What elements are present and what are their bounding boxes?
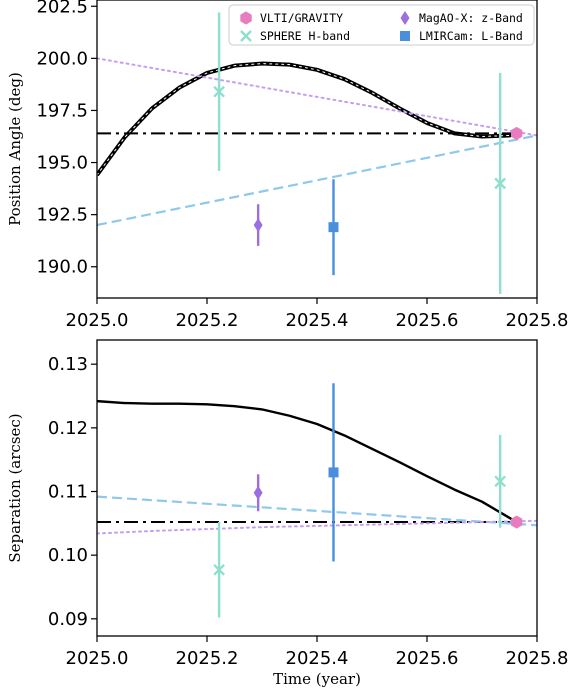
sphere-h-band-marker-1-stroke-b bbox=[494, 475, 506, 488]
x-tick-label: 2025.0 bbox=[66, 310, 129, 331]
solid-line-0 bbox=[97, 399, 518, 524]
x-tick-label: 2025.0 bbox=[66, 648, 129, 669]
x-tick-label: 2025.8 bbox=[506, 648, 569, 669]
vlti-gravity-marker-0 bbox=[511, 515, 523, 529]
plot-area bbox=[97, 383, 537, 618]
sphere-h-band-marker-0-stroke-b bbox=[213, 85, 225, 98]
x-tick-label: 2025.6 bbox=[396, 310, 459, 331]
x-tick-label: 2025.4 bbox=[286, 648, 349, 669]
y-tick-label: 202.5 bbox=[36, 0, 88, 17]
sphere-h-band-marker-0-stroke-b bbox=[213, 563, 225, 576]
dashed-line-2 bbox=[97, 495, 537, 527]
y-tick-label: 200.0 bbox=[36, 48, 88, 69]
lmircam-l-band-marker-0 bbox=[328, 222, 339, 233]
plot-area bbox=[97, 12, 537, 294]
y-tick-label: 0.12 bbox=[48, 418, 88, 439]
legend-frame bbox=[228, 4, 535, 46]
y-axis-label: Position Angle (deg) bbox=[6, 72, 24, 226]
legend-sphere-h-band-marker-stroke-b bbox=[240, 30, 252, 42]
legend-sphere-h-band-marker bbox=[240, 30, 252, 42]
legend-lmircam-l-band-marker bbox=[400, 31, 410, 41]
legend-vlti-gravity-marker bbox=[240, 11, 252, 25]
dotted-line-4 bbox=[97, 57, 537, 137]
x-axis-label: Time (year) bbox=[273, 670, 361, 688]
x-tick-label: 2025.8 bbox=[506, 310, 569, 331]
lmircam-l-band-marker-0 bbox=[328, 467, 339, 478]
x-tick-label: 2025.2 bbox=[176, 310, 239, 331]
legend-magao-x-z-band-marker bbox=[400, 11, 410, 25]
y-tick-label: 192.5 bbox=[36, 205, 88, 226]
magao-x-z-band-marker-0 bbox=[253, 485, 263, 500]
sphere-h-band-marker-1 bbox=[494, 475, 506, 488]
legend-magao-x-z-band-label: MagAO-X: z-Band bbox=[419, 11, 523, 25]
y-tick-label: 0.10 bbox=[48, 545, 88, 566]
magao-x-z-band-marker-0 bbox=[253, 218, 263, 233]
y-axis-label: Separation (arcsec) bbox=[6, 413, 24, 562]
y-tick-label: 0.13 bbox=[48, 354, 88, 375]
dotted-line-1 bbox=[97, 63, 518, 176]
separation-panel: 2025.0 2025.2 2025.4 2025.6 2025.8 0.09 0.10 0.… bbox=[6, 339, 569, 688]
sphere-h-band-marker-0 bbox=[213, 85, 225, 98]
legend-lmircam-l-band-label: LMIRCam: L-Band bbox=[419, 29, 523, 43]
legend-vlti-gravity-label: VLTI/GRAVITY bbox=[260, 11, 343, 25]
y-tick-label: 195.0 bbox=[36, 153, 88, 174]
dotted-line-3 bbox=[97, 519, 537, 535]
sphere-h-band-marker-1 bbox=[494, 177, 506, 190]
x-tick-label: 2025.2 bbox=[176, 648, 239, 669]
vlti-gravity-marker-0 bbox=[511, 126, 523, 140]
x-tick-label: 2025.4 bbox=[286, 310, 349, 331]
legend: VLTI/GRAVITY SPHERE H-band MagAO-X: z-Band… bbox=[228, 4, 535, 46]
dashed-line-3 bbox=[97, 134, 537, 227]
legend-sphere-h-band-label: SPHERE H-band bbox=[260, 29, 350, 43]
sphere-h-band-marker-1-stroke-b bbox=[494, 177, 506, 190]
y-tick-label: 0.11 bbox=[48, 482, 88, 503]
axes-frame bbox=[96, 339, 538, 637]
y-tick-label: 197.5 bbox=[36, 100, 88, 121]
y-tick-label: 0.09 bbox=[48, 609, 88, 630]
y-tick-label: 190.0 bbox=[36, 257, 88, 278]
position-angle-panel: 2025.0 2025.2 2025.4 2025.6 2025.8 190.0 192.5… bbox=[6, 0, 568, 331]
x-tick-label: 2025.6 bbox=[396, 648, 459, 669]
sphere-h-band-marker-0 bbox=[213, 563, 225, 576]
solid-line-0 bbox=[97, 61, 518, 177]
